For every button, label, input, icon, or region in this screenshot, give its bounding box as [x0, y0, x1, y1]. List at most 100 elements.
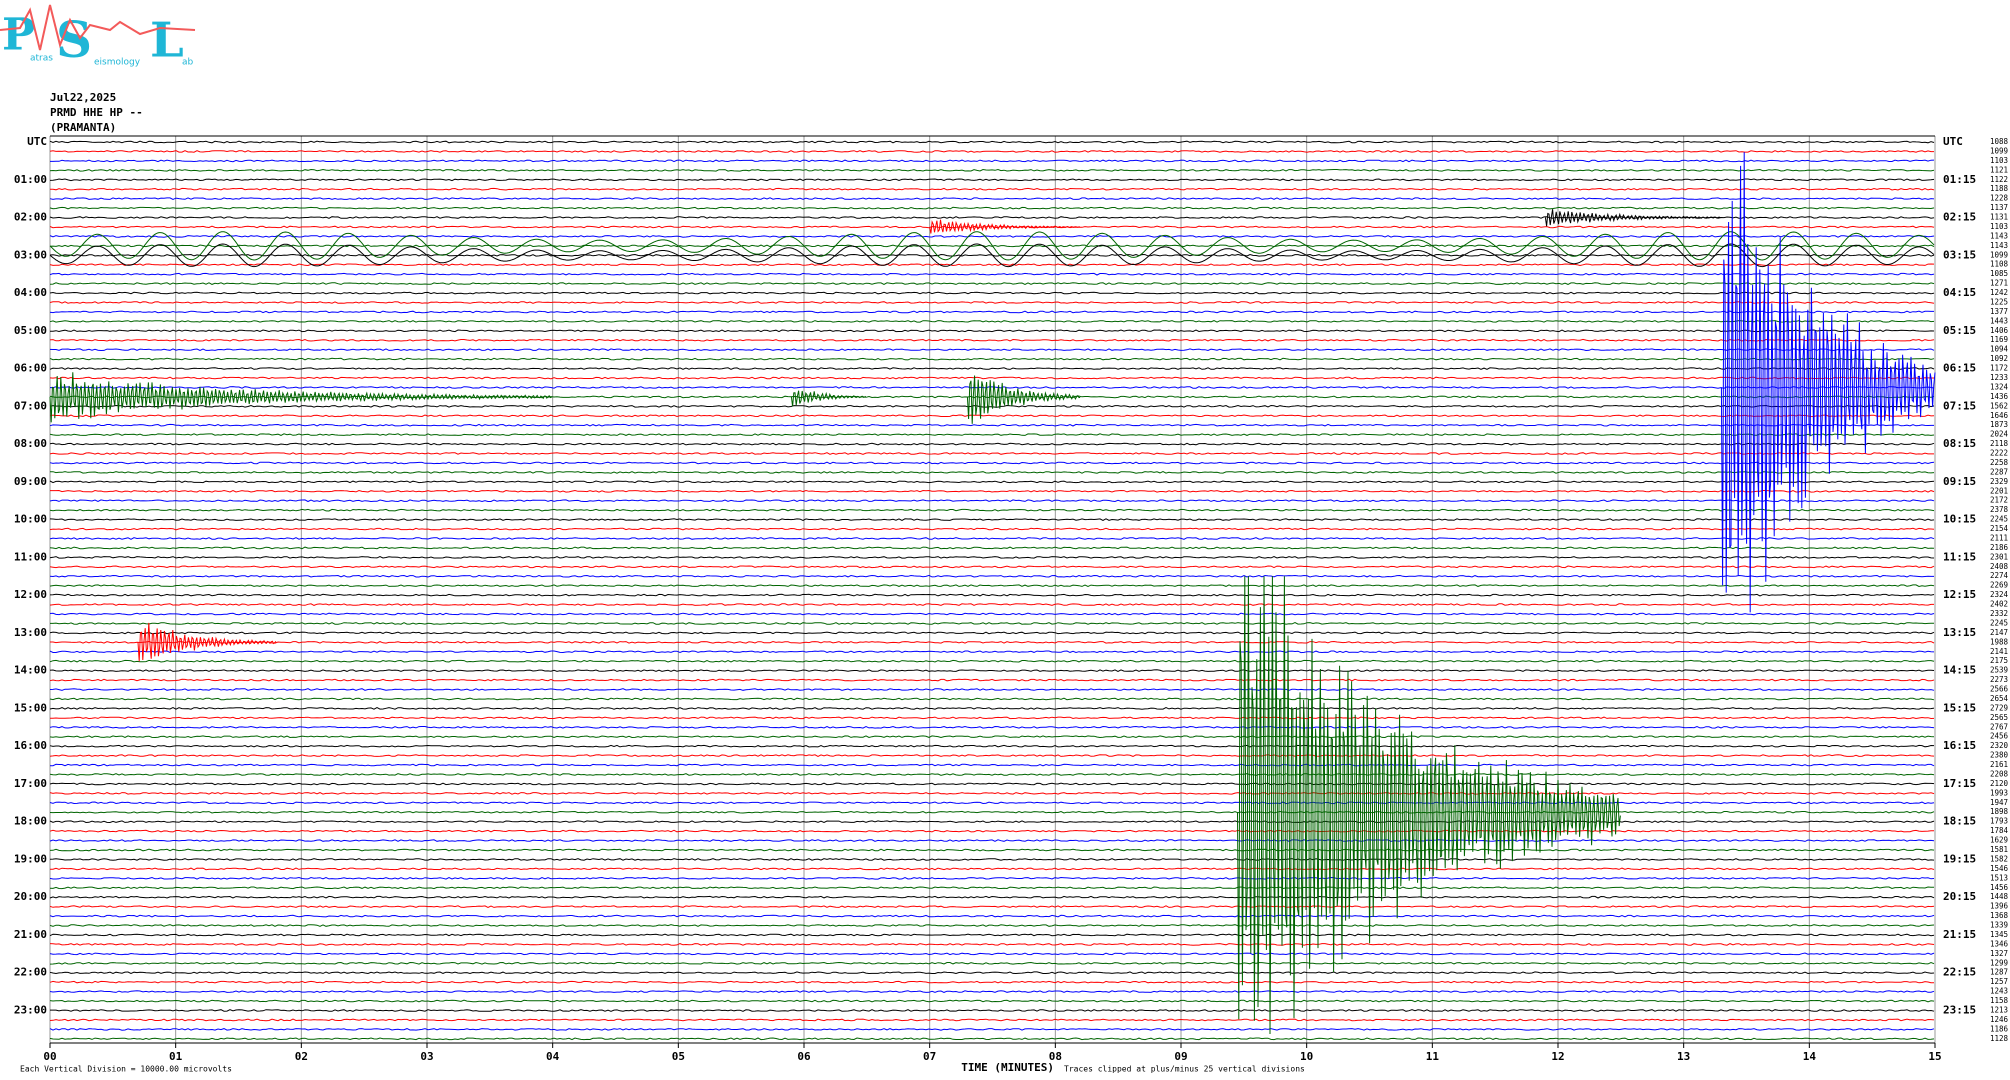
trace [49, 792, 1935, 795]
row-count: 2274 [1990, 571, 2009, 580]
trace [49, 414, 1935, 418]
row-count: 1406 [1990, 326, 2009, 335]
row-count: 1339 [1990, 921, 2008, 930]
location: (PRAMANTA) [50, 121, 116, 134]
trace [49, 820, 1935, 824]
trace [49, 716, 1935, 720]
right-time-label: 04:15 [1943, 286, 1976, 299]
seismic-event [1720, 152, 1936, 613]
trace [49, 725, 1935, 729]
row-count: 1158 [1990, 996, 2009, 1005]
trace [50, 159, 1935, 163]
row-count: 2402 [1990, 600, 2008, 609]
row-count: 1436 [1990, 392, 2009, 401]
x-tick-label: 09 [1174, 1050, 1187, 1063]
trace [49, 178, 1935, 182]
trace [49, 291, 1935, 295]
right-time-label: 22:15 [1943, 966, 1976, 979]
right-time-label: 14:15 [1943, 664, 1976, 677]
trace [49, 527, 1935, 531]
row-count: 2456 [1990, 732, 2009, 741]
trace [49, 593, 1935, 597]
x-tick-label: 12 [1551, 1050, 1564, 1063]
row-count: 2201 [1990, 486, 2008, 495]
trace [49, 206, 1935, 210]
row-count: 1947 [1990, 798, 2008, 807]
trace [49, 301, 1935, 304]
left-time-label: UTC [27, 135, 47, 148]
logo-word: atras [30, 54, 53, 64]
row-count: 1287 [1990, 968, 2008, 977]
trace [49, 471, 1935, 474]
row-count: 1581 [1990, 845, 2008, 854]
x-tick-label: 00 [43, 1050, 56, 1063]
right-time-label: 17:15 [1943, 777, 1976, 790]
trace [49, 697, 1935, 701]
row-count: 1324 [1990, 382, 2009, 391]
row-count: 1793 [1990, 817, 2008, 826]
trace [49, 168, 1935, 172]
x-tick-label: 03 [420, 1050, 433, 1063]
right-time-label: 12:15 [1943, 588, 1976, 601]
trace [49, 225, 1935, 229]
row-count: 2729 [1990, 703, 2008, 712]
row-count: 1646 [1990, 411, 2009, 420]
row-count: 1513 [1990, 873, 2008, 882]
row-count: 1345 [1990, 930, 2008, 939]
row-count: 1099 [1990, 250, 2008, 259]
logo-letter: P [2, 10, 35, 61]
row-count: 2332 [1990, 609, 2008, 618]
trace [49, 461, 1935, 465]
right-time-label: 13:15 [1943, 626, 1976, 639]
row-count: 1582 [1990, 854, 2008, 863]
seismic-event [137, 622, 277, 662]
trace [49, 376, 1934, 380]
seismic-event [966, 375, 1081, 424]
trace [49, 924, 1935, 927]
left-time-label: 14:00 [14, 664, 47, 677]
trace [49, 867, 1935, 871]
trace [49, 187, 1935, 191]
row-count: 1346 [1990, 939, 2009, 948]
trace [49, 810, 1935, 814]
row-count: 1108 [1990, 260, 2009, 269]
row-count: 1456 [1990, 883, 2009, 892]
trace [49, 876, 1935, 880]
x-tick-label: 04 [546, 1050, 560, 1063]
right-time-label: 03:15 [1943, 248, 1976, 261]
seismic-event [49, 372, 552, 423]
right-time-label: 06:15 [1943, 362, 1976, 375]
station: PRMD HHE HP -- [50, 106, 143, 119]
trace [49, 961, 1935, 965]
left-time-label: 18:00 [14, 815, 47, 828]
right-time-label: 18:15 [1943, 815, 1976, 828]
row-count: 2301 [1990, 552, 2008, 561]
row-count: 2320 [1990, 741, 2009, 750]
date: Jul22,2025 [50, 91, 116, 104]
trace [49, 631, 1935, 635]
row-count: 2120 [1990, 779, 2009, 788]
trace [49, 1028, 1935, 1031]
logo-word: ab [182, 58, 194, 68]
logo: P S L atras eismology ab [0, 4, 196, 69]
row-count: 1396 [1990, 902, 2009, 911]
row-count: 1094 [1990, 345, 2009, 354]
row-count: 2161 [1990, 760, 2008, 769]
left-time-label: 09:00 [14, 475, 47, 488]
row-count: 1243 [1990, 987, 2008, 996]
x-tick-label: 05 [672, 1050, 685, 1063]
left-time-label: 10:00 [14, 513, 47, 526]
row-count: 1327 [1990, 949, 2008, 958]
trace [49, 829, 1934, 833]
left-time-label: 13:00 [14, 626, 47, 639]
row-count: 1629 [1990, 836, 2008, 845]
seismic-event [49, 243, 1935, 268]
right-time-label: 21:15 [1943, 928, 1976, 941]
trace [49, 150, 1934, 153]
left-time-label: 17:00 [14, 777, 47, 790]
trace [49, 744, 1935, 748]
trace [49, 933, 1935, 937]
row-count: 1225 [1990, 297, 2008, 306]
x-tick-label: 08 [1049, 1050, 1062, 1063]
row-count: 1172 [1990, 364, 2008, 373]
